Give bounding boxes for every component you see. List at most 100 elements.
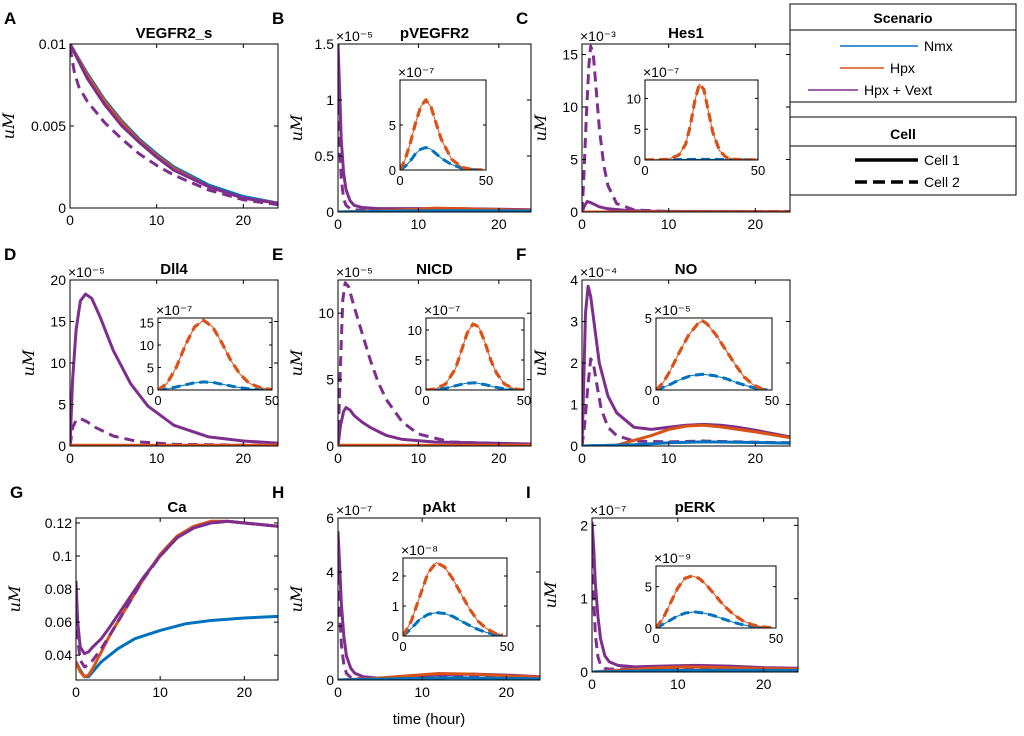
y-tick-label: 4 [570, 272, 578, 288]
y-axis-label: uM [5, 585, 24, 612]
inset-x-tick-label: 0 [652, 631, 659, 646]
inset-y-tick-label: 1 [392, 599, 399, 614]
inset-series-thin-hpx [158, 319, 272, 390]
inset-series-group [656, 574, 772, 628]
x-tick-label: 10 [661, 216, 677, 232]
x-tick-label: 0 [334, 216, 342, 232]
x-tick-label: 0 [66, 212, 74, 228]
x-tick-label: 20 [756, 676, 772, 692]
inset-y-tick-label: 5 [645, 311, 652, 326]
y-tick-label: 0.005 [31, 118, 66, 134]
panel-title: Dll4 [160, 261, 188, 278]
x-tick-label: 10 [149, 450, 165, 466]
series-hpx-vext-cell2 [76, 519, 278, 669]
axis-exponent: ×10⁻⁵ [336, 264, 373, 280]
inset-x-tick-label: 50 [265, 393, 279, 408]
series-hpx-vext-cell1 [70, 292, 278, 446]
inset-plot: 0 50 0 1 2×10⁻⁸ [392, 542, 514, 654]
y-tick-label: 0 [326, 438, 334, 454]
axes-frame [337, 43, 532, 213]
inset-plot-background [426, 318, 524, 390]
y-tick-label: 1 [580, 591, 588, 607]
inset-axes-frame [655, 317, 773, 391]
panel-g: 0 10 20 0.04 0.06 0.08 0.1 0.12 Ca GuM [5, 483, 279, 700]
axis-exponent: ×10⁻⁴ [580, 264, 617, 280]
series-hpx-vext-cell2 [338, 281, 531, 446]
inset-x-tick-label: 0 [399, 639, 406, 654]
panel-letter: G [10, 483, 23, 502]
inset-y-tick-label: 10 [627, 91, 641, 106]
inset-series-thin-hpx [656, 320, 768, 390]
x-tick-label: 0 [578, 216, 586, 232]
plot-background [76, 518, 278, 680]
series-hpx-vext-cell1 [76, 519, 278, 656]
x-tick-label: 20 [237, 684, 253, 700]
inset-axes-frame [402, 557, 508, 637]
inset-y-tick-label: 0 [645, 621, 652, 636]
series-hpx-vext-cell1 [70, 44, 278, 205]
y-tick-label: 1 [570, 397, 578, 413]
legend-label-hpx: Hpx [890, 60, 915, 76]
inset-axes-frame [644, 79, 759, 161]
y-tick-label: 2 [326, 618, 334, 634]
series-group [70, 44, 278, 207]
series-hpx-vext-cell1 [582, 284, 790, 446]
scenario-legend-box [789, 3, 1017, 103]
y-tick-label: 0 [570, 204, 578, 220]
series-hpx-vext-cell2 [70, 47, 278, 207]
y-tick-label: 0.1 [53, 548, 73, 564]
inset-x-tick-label: 50 [500, 639, 514, 654]
inset-x-tick-label: 0 [641, 163, 648, 178]
x-tick-label: 20 [748, 216, 764, 232]
inset-series-group [158, 318, 272, 390]
axis-exponent: ×10⁻⁷ [336, 502, 372, 518]
panel-letter: H [272, 483, 284, 502]
y-tick-label: 4 [326, 564, 334, 580]
axis-exponent: ×10⁻³ [580, 28, 616, 44]
x-tick-label: 20 [499, 684, 515, 700]
series-hpx-vext-cell2 [582, 44, 790, 212]
series-nmx-cell1 [338, 676, 540, 680]
cell-legend-title: Cell [890, 126, 916, 142]
panel-b: 0 10 20 0 0.5 1 1.5 ×10⁻⁵ pVEGFR2 BuM 0 50 0 5 ×10⁻⁷ [272, 9, 532, 232]
inset-x-tick-label: 50 [765, 393, 779, 408]
series-hpx-vext-cell1 [592, 521, 798, 670]
series-nmx-cell1 [582, 440, 790, 446]
x-tick-label: 10 [411, 216, 427, 232]
x-tick-label: 0 [334, 684, 342, 700]
inset-y-tick-label: 5 [415, 353, 422, 368]
series-nmx-cell1 [592, 668, 798, 672]
panel-letter: B [272, 9, 284, 28]
inset-series-group [656, 319, 768, 390]
panel-title: pERK [675, 499, 716, 516]
panel-title: pAkt [422, 499, 455, 516]
series-hpx-vext-cell1 [338, 406, 531, 446]
inset-axes-frame [425, 317, 525, 391]
y-tick-label: 2 [570, 355, 578, 371]
y-tick-label: 0 [580, 664, 588, 680]
y-axis-label: uM [287, 114, 306, 141]
y-tick-label: 0.01 [39, 36, 66, 52]
inset-series-group [403, 560, 504, 636]
inset-y-tick-label: 5 [634, 122, 641, 137]
y-tick-label: 5 [570, 152, 578, 168]
inset-y-tick-label: 0 [389, 163, 396, 178]
cell-legend: Cell Cell 1 Cell 2 [789, 116, 1017, 196]
legend-label-cell1: Cell 1 [924, 152, 960, 168]
legend-label-vext: Hpx + Vext [864, 82, 932, 98]
panel-letter: A [4, 9, 16, 28]
y-tick-label: 0 [58, 438, 66, 454]
inset-series-group [426, 322, 524, 390]
y-axis-label: uM [531, 114, 550, 141]
inset-y-tick-label: 0 [634, 153, 641, 168]
x-tick-label: 20 [748, 450, 764, 466]
legend-label-cell2: Cell 2 [924, 174, 960, 190]
panel-letter: E [272, 245, 283, 264]
y-tick-label: 3 [570, 314, 578, 330]
inset-axis-exponent: ×10⁻⁷ [643, 64, 679, 80]
inset-y-tick-label: 10 [408, 323, 422, 338]
inset-y-tick-label: 5 [645, 580, 652, 595]
